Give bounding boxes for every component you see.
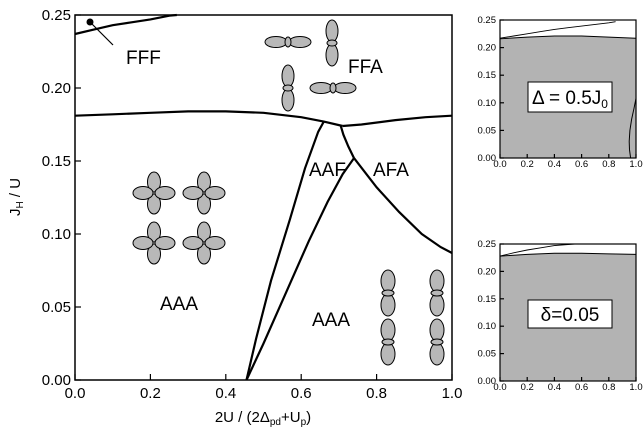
inset-bottom-x-tick-label-1: 0.2 — [521, 382, 534, 393]
y-axis-label-main: J — [7, 209, 24, 217]
region-label-aaa-left: AAA — [160, 294, 198, 315]
main-x-tick-label-2: 0.4 — [215, 385, 236, 402]
y-axis-label: JH / U — [7, 178, 26, 216]
main-y-tick-label-4: 0.20 — [42, 80, 71, 97]
inset-bottom-x-tick-label-5: 1.0 — [629, 382, 642, 393]
orbital-icon-dumbbell-3 — [380, 318, 396, 366]
inset-bottom-label-greek: δ — [541, 305, 552, 326]
inset-bottom-y-tick-label-2: 0.10 — [478, 321, 497, 332]
inset-top-label-box — [527, 81, 613, 113]
inset-top-frame — [499, 19, 637, 159]
inset-bottom-axis-ticks: 0.0 0.2 0.4 0.6 0.8 1.0 0.00 0.05 0.10 0.15 0.20 0.… — [478, 239, 643, 393]
inset-top-edge-curve — [628, 98, 637, 159]
x-axis-label-sub2: p — [301, 417, 307, 428]
boundary-fff-boundary — [74, 13, 177, 36]
inset-bottom-y-tick-label-0: 0.00 — [478, 376, 497, 387]
orbital-icon-clover-2 — [182, 171, 226, 215]
main-x-tick-label-0: 0.0 — [65, 385, 86, 402]
orbital-icon-ffa-horizontal-1 — [264, 36, 312, 48]
inset-top-label: Δ = 0.5J0 — [532, 88, 608, 111]
inset-bottom-frame — [499, 243, 637, 382]
inset-panel-top: 0.0 0.2 0.4 0.6 0.8 1.0 0.00 0.05 0.10 0.15 0.20 0.… — [478, 15, 643, 170]
orbital-icon-ffa-vertical-1 — [325, 19, 339, 67]
inset-top-x-tick-label-0: 0.0 — [493, 159, 506, 170]
annotation-line — [91, 23, 114, 46]
region-label-aaa-right: AAA — [312, 310, 350, 331]
inset-bottom-y-tick-label-1: 0.05 — [478, 349, 497, 360]
x-axis-label-end: ) — [306, 409, 311, 426]
inset-bottom-y-tick-label-4: 0.20 — [478, 266, 497, 277]
orbital-icon-clover-3 — [132, 221, 176, 265]
orbital-icon-clover-1 — [132, 171, 176, 215]
inset-top-y-tick-label-3: 0.15 — [478, 70, 497, 81]
annotation-dot — [86, 18, 94, 26]
inset-top-x-tick-label-4: 0.8 — [602, 159, 615, 170]
orbital-icon-ffa-horizontal-2 — [309, 82, 357, 94]
inset-top-x-tick-label-1: 0.2 — [521, 159, 534, 170]
inset-top-upper-boundary — [499, 21, 616, 39]
inset-top-x-tick-label-2: 0.4 — [548, 159, 561, 170]
main-x-tick-label-4: 0.8 — [366, 385, 387, 402]
main-x-tick-label-5: 1.0 — [442, 385, 463, 402]
boundary-aaa-aaf-border — [245, 157, 355, 381]
x-axis-label-sub1: pd — [270, 417, 281, 428]
main-y-tick-label-2: 0.10 — [42, 226, 71, 243]
region-label-fff: FFF — [126, 48, 161, 69]
main-panel: 0.0 0.2 0.4 0.6 0.8 1.0 0.00 0.05 0.10 0.15 0.20 0.… — [7, 7, 462, 428]
inset-bottom-y-tick-label-3: 0.15 — [478, 294, 497, 305]
inset-top-label-sub: 0 — [601, 97, 608, 111]
main-y-tick-label-5: 0.25 — [42, 7, 71, 24]
x-axis-label-main: 2U / (2Δ — [215, 409, 270, 426]
inset-panel-bottom: 0.0 0.2 0.4 0.6 0.8 1.0 0.00 0.05 0.10 0.15 0.20 0.… — [478, 239, 643, 393]
x-axis-label-mid: +U — [281, 409, 301, 426]
orbital-icon-dumbbell-4 — [429, 318, 445, 366]
inset-top-x-tick-label-3: 0.6 — [575, 159, 588, 170]
main-axis-ticks: 0.0 0.2 0.4 0.6 0.8 1.0 0.00 0.05 0.10 0.15 0.20 0.… — [42, 7, 463, 402]
boundary-ferro-upper-right — [342, 114, 453, 128]
boundary-ferro-upper-left — [74, 110, 343, 128]
main-y-tick-label-0: 0.00 — [42, 372, 71, 389]
inset-top-y-tick-label-1: 0.05 — [478, 125, 497, 136]
boundary-afa-lower — [353, 157, 453, 254]
inset-top-axis-ticks: 0.0 0.2 0.4 0.6 0.8 1.0 0.00 0.05 0.10 0.15 0.20 0.… — [478, 15, 643, 170]
main-plot-frame — [74, 14, 453, 381]
inset-bottom-label-value: =0.05 — [551, 305, 599, 326]
y-axis-label-end: / U — [7, 178, 24, 201]
main-x-tick-label-1: 0.2 — [140, 385, 161, 402]
inset-bottom-label-box — [527, 299, 613, 329]
boundary-aaa-left-border — [245, 121, 325, 381]
orbital-icon-clover-4 — [182, 221, 226, 265]
region-label-afa: AFA — [373, 160, 409, 181]
region-label-ffa: FFA — [348, 57, 383, 78]
inset-top-y-tick-label-0: 0.00 — [478, 153, 497, 164]
inset-bottom-x-tick-label-3: 0.6 — [575, 382, 588, 393]
inset-bottom-y-tick-label-5: 0.25 — [478, 239, 497, 250]
inset-bottom-x-tick-label-2: 0.4 — [548, 382, 561, 393]
y-axis-label-sub: H — [15, 201, 26, 208]
inset-bottom-x-tick-label-0: 0.0 — [493, 382, 506, 393]
main-y-tick-label-3: 0.15 — [42, 153, 71, 170]
inset-top-label-main: Δ = 0.5J — [532, 88, 601, 109]
inset-top-y-tick-label-5: 0.25 — [478, 15, 497, 26]
boundary-aaf-afa-upper — [339, 125, 355, 159]
main-y-tick-label-1: 0.05 — [42, 299, 71, 316]
orbital-icon-dumbbell-2 — [429, 269, 445, 317]
main-phase-boundaries — [74, 13, 453, 381]
region-label-aaf: AAF — [309, 160, 346, 181]
main-x-tick-label-3: 0.6 — [291, 385, 312, 402]
inset-top-x-tick-label-5: 1.0 — [629, 159, 642, 170]
inset-top-y-tick-label-2: 0.10 — [478, 98, 497, 109]
x-axis-label: 2U / (2Δpd+Up) — [215, 409, 311, 428]
inset-bottom-label: δ=0.05 — [541, 305, 600, 326]
orbital-icon-dumbbell-1 — [380, 269, 396, 317]
inset-top-y-tick-label-4: 0.20 — [478, 43, 497, 54]
orbital-icon-ffa-vertical-2 — [281, 64, 295, 112]
inset-bottom-x-tick-label-4: 0.8 — [602, 382, 615, 393]
